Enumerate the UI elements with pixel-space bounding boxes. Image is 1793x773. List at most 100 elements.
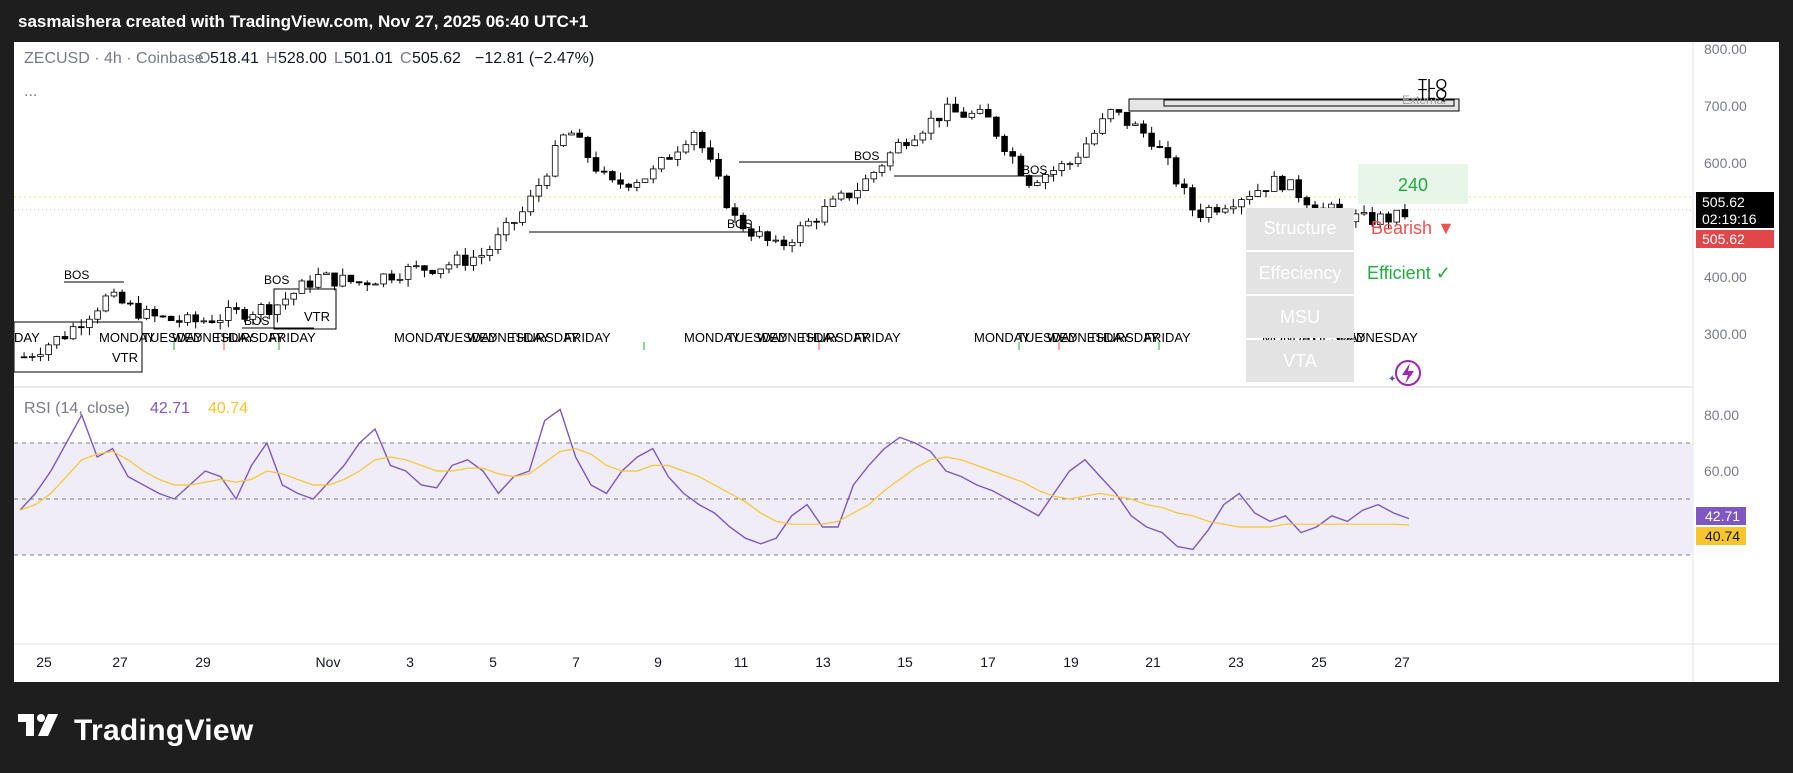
candle-body	[674, 151, 681, 160]
day-label: THURSDAY	[509, 330, 580, 345]
candle-body	[1025, 175, 1033, 186]
candle-body	[658, 157, 665, 170]
candle-body	[641, 178, 649, 183]
candle-body	[739, 214, 747, 230]
candle-body	[1287, 179, 1294, 191]
legend-h-label: H	[266, 50, 278, 67]
candle-body	[1123, 111, 1131, 126]
candle-body	[192, 314, 199, 323]
day-label: FRIDAY	[269, 330, 316, 345]
candle-body	[241, 309, 248, 320]
candle-body	[486, 249, 494, 257]
candle-body	[1205, 207, 1213, 218]
lightning-icon[interactable]: ✦	[1388, 360, 1421, 386]
chart-panel[interactable]: 800.00 700.00 600.00 400.00 300.00 25 27 29 Nov…	[14, 42, 1779, 682]
legend-symbol[interactable]: ZECUSD · 4h · Coinbase	[24, 50, 204, 67]
legend-o-label: O	[198, 50, 210, 67]
info-cell-efficiency	[1246, 252, 1354, 294]
info-cell-msu	[1246, 296, 1354, 338]
candle-body	[600, 170, 608, 173]
candle-body	[666, 157, 673, 160]
candle-body	[584, 136, 592, 158]
candle-body	[1140, 123, 1147, 134]
candle-body	[413, 265, 420, 268]
candle-body	[1254, 190, 1262, 197]
candle-body	[723, 175, 731, 209]
price-tick: 600.00	[1704, 155, 1747, 171]
info-value-structure: Bearish ▼	[1371, 218, 1455, 238]
candle-body	[1083, 143, 1090, 158]
candle-body	[878, 165, 886, 173]
info-cell-vta	[1246, 340, 1354, 382]
candle-body	[1401, 209, 1409, 218]
chart-background	[14, 42, 1779, 682]
candle-body	[1279, 175, 1286, 191]
red-price-label: 505.62	[1702, 231, 1745, 247]
candle-body	[445, 264, 453, 270]
candle-body	[911, 139, 918, 147]
candle-body	[984, 108, 992, 118]
candle-body	[960, 111, 967, 118]
candle-body	[429, 269, 436, 275]
day-label: THURSDAY	[1089, 330, 1160, 345]
candle-body	[462, 254, 469, 266]
candle-body	[1385, 213, 1392, 223]
time-tick: 11	[734, 654, 749, 670]
candle-body	[576, 132, 583, 138]
rsi-ma-line	[19, 447, 1410, 528]
bos-label: BOS	[1022, 163, 1047, 177]
rsi-ma-badge-label: 40.74	[1705, 528, 1740, 544]
vtr-label: VTR	[112, 350, 138, 365]
candle-body	[69, 326, 77, 340]
candle-body	[1221, 208, 1229, 213]
day-label: MONDAY	[99, 330, 155, 345]
candle-body	[1050, 170, 1057, 175]
candle-body	[1238, 199, 1245, 208]
day-label: WEDNESDAY	[467, 330, 550, 345]
candle-body	[208, 320, 216, 324]
candle-body	[314, 274, 322, 288]
candle-body	[372, 283, 379, 286]
candle-body	[952, 103, 959, 113]
candle-body	[200, 320, 208, 323]
candle-body	[339, 274, 346, 287]
rsi-pane[interactable]: 80.00 60.00	[14, 407, 1739, 556]
rsi-title[interactable]: RSI (14, close)	[24, 400, 130, 417]
candle-body	[282, 298, 289, 306]
legend-more-button[interactable]: ...	[24, 83, 37, 100]
chart-canvas[interactable]: 800.00 700.00 600.00 400.00 300.00 25 27 29 Nov…	[14, 42, 1779, 682]
candle-body	[176, 320, 183, 323]
candle-body	[323, 272, 330, 276]
candle-body	[527, 195, 534, 213]
candle-body	[1246, 195, 1253, 201]
rsi-ma-badge	[1696, 527, 1746, 545]
candle-body	[118, 291, 126, 304]
time-axis[interactable]: 25 27 29 Nov 3 5 7 9 11 13 15 17 19 21 23 25 27	[36, 654, 1410, 670]
candle-body	[625, 183, 632, 188]
candles	[20, 96, 1409, 362]
candle-body	[1262, 190, 1270, 192]
rsi-ma-value: 40.74	[208, 400, 248, 417]
candle-body	[1164, 147, 1172, 159]
candle-body	[1132, 123, 1139, 126]
price-tick: 400.00	[1704, 269, 1747, 285]
candle-body	[698, 131, 706, 149]
candle-body	[453, 254, 461, 266]
candle-body	[797, 225, 804, 243]
candle-body	[1328, 203, 1335, 209]
price-axis[interactable]: 800.00 700.00 600.00 400.00 300.00	[1704, 42, 1747, 342]
candle-body	[551, 145, 559, 177]
candle-body	[764, 231, 771, 241]
candle-body	[265, 304, 273, 315]
tlq-label-2: TLQ	[1418, 86, 1447, 103]
last-price-badge	[1696, 192, 1774, 228]
candle-body	[20, 356, 28, 359]
info-label-msu: MSU	[1280, 307, 1320, 327]
candle-body	[535, 185, 543, 197]
legend-close: 505.62	[412, 50, 461, 67]
candle-body	[919, 132, 927, 141]
rsi-tick: 80.00	[1704, 407, 1739, 423]
day-label: TUESDAY	[1017, 330, 1078, 345]
candle-body	[28, 356, 36, 358]
candle-body	[772, 239, 780, 242]
